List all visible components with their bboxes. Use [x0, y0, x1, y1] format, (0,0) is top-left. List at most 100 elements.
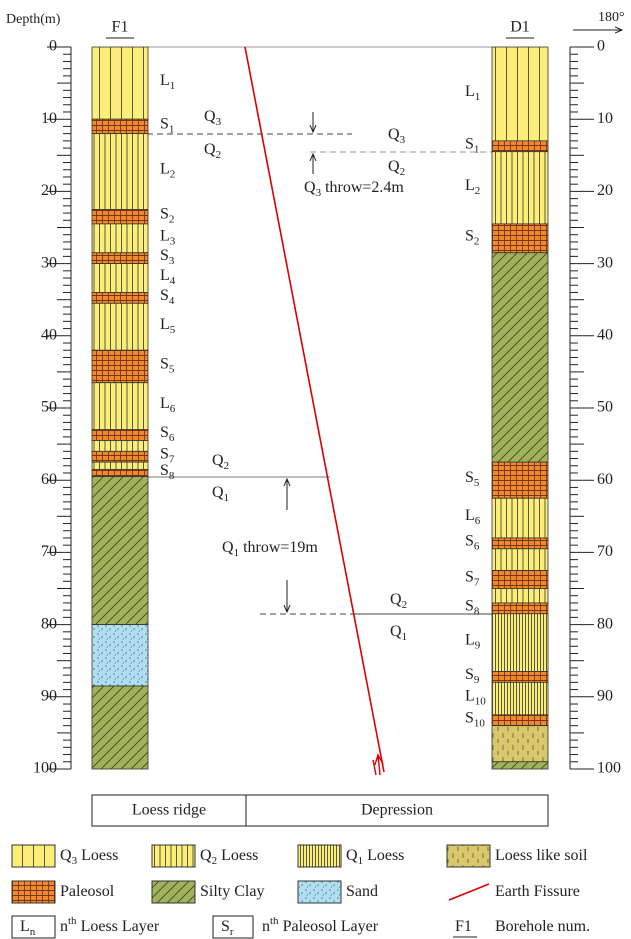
legend-label-text: Loess: [363, 847, 404, 864]
borehole-name: F1: [112, 19, 129, 36]
annotation: Q2: [204, 141, 221, 161]
layer: [92, 224, 148, 253]
legend-label-text: Loess: [77, 847, 118, 864]
layer-label-sub: 1: [475, 90, 481, 102]
layer-label: S2: [160, 205, 174, 225]
layer-label: L3: [160, 227, 176, 247]
tick-label: 10: [41, 110, 57, 127]
legend-label: Silty Clay: [200, 883, 264, 900]
fault-symbol: [373, 760, 376, 775]
layer: [92, 292, 148, 303]
annotation: Q3: [388, 126, 406, 146]
layer: [492, 224, 548, 253]
annotation-sub: 2: [224, 460, 230, 472]
layer-label: L6: [160, 395, 176, 415]
tick-label: 70: [597, 543, 613, 560]
annotation-text: throw=2.4m: [321, 179, 404, 196]
layer-label: L9: [465, 631, 481, 651]
layer: [92, 469, 148, 476]
tick-label: 60: [41, 471, 57, 488]
tick-label: 40: [597, 326, 613, 343]
tick-label: 10: [597, 110, 613, 127]
layer-label: S1: [160, 115, 174, 135]
borehole-name: D1: [510, 19, 530, 36]
annotation-sub: 2: [402, 599, 408, 611]
tick-label: 20: [597, 182, 613, 199]
legend-label-base: n: [60, 918, 68, 935]
layer: [92, 383, 148, 430]
legend-swatch: [12, 881, 55, 903]
legend-label: Borehole num.: [495, 918, 590, 935]
layer-label: L1: [465, 83, 480, 103]
layer-label: L6: [465, 507, 481, 527]
layer: [492, 603, 548, 614]
layer-label: S9: [465, 666, 480, 686]
layer-label-base: S: [160, 287, 169, 304]
direction-label: 180°: [598, 10, 625, 25]
tick-label: 30: [597, 254, 613, 271]
annotation: Q2: [390, 591, 407, 611]
layer-label-sub: 5: [170, 323, 176, 335]
legend-label-text: Borehole num.: [495, 918, 590, 935]
tick-label: 100: [597, 760, 621, 777]
layer: [92, 477, 148, 625]
layer-label-base: L: [160, 72, 170, 89]
legend-label: Q3 Loess: [60, 847, 118, 867]
layer-label-base: L: [160, 267, 170, 284]
layer-label-sub: 3: [170, 235, 176, 247]
tick-label: 100: [33, 760, 57, 777]
layer: [492, 538, 548, 549]
legend-symbol-base: L: [20, 918, 30, 935]
layer-label: L2: [160, 160, 175, 180]
layer-label-base: S: [160, 247, 169, 264]
layer-label-sub: 9: [475, 639, 481, 651]
legend-label-base: Q: [60, 847, 72, 864]
legend-swatch: [298, 881, 341, 903]
layer: [492, 682, 548, 714]
annotation: Q1: [212, 484, 229, 504]
layer-label: S10: [465, 709, 485, 729]
layer-label-base: S: [465, 597, 474, 614]
legend-label-text: Loess: [217, 847, 258, 864]
layer-label-base: S: [465, 532, 474, 549]
legend-symbol: Sr: [221, 918, 234, 938]
annotation-base: Q: [388, 158, 400, 175]
layer-label: S7: [465, 568, 480, 588]
layer: [492, 549, 548, 571]
annotation: Q3: [204, 108, 222, 128]
layer-label: L4: [160, 267, 176, 287]
layer: [92, 625, 148, 686]
layer-label-sub: 1: [170, 80, 176, 92]
layer-label-sub: 1: [474, 143, 480, 155]
legend-symbol-sub: r: [230, 926, 234, 938]
legend-label-text: Paleosol Layer: [279, 918, 379, 935]
legend-label-base: Q: [346, 847, 358, 864]
legend-label: Q2 Loess: [200, 847, 258, 867]
legend-label: Paleosol: [60, 883, 115, 900]
layer-label: L10: [465, 687, 486, 707]
legend-label: nth Paleosol Layer: [262, 915, 379, 935]
layer: [92, 303, 148, 350]
layer-label-base: S: [465, 568, 474, 585]
layer-label-base: S: [160, 424, 169, 441]
legend-swatch: [449, 884, 489, 900]
layer: [492, 589, 548, 603]
layer-label-base: L: [160, 395, 170, 412]
tick-label: 50: [597, 399, 613, 416]
legend-symbol-base: S: [221, 918, 230, 935]
annotation: Q1 throw=19m: [222, 539, 318, 559]
layer-label-sub: 6: [170, 403, 176, 415]
tick-label: 50: [41, 399, 57, 416]
tick-label: 60: [597, 471, 613, 488]
layer-label: S3: [160, 247, 175, 267]
annotation-base: Q: [390, 623, 402, 640]
layer-label-base: L: [160, 315, 170, 332]
annotation-base: Q: [204, 108, 216, 125]
legend-label: nth Loess Layer: [60, 915, 160, 935]
layer-label: S4: [160, 287, 175, 307]
legend-swatch: [152, 881, 195, 903]
annotation-sub: 1: [402, 631, 408, 643]
annotation: Q1: [390, 623, 407, 643]
layer: [492, 141, 548, 152]
region-label: Depression: [361, 802, 433, 819]
